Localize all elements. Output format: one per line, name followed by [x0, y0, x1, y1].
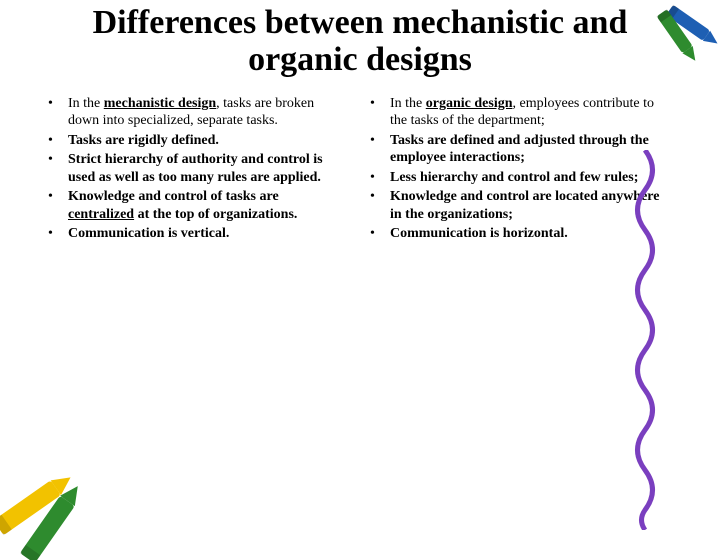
- list-item: Knowledge and control of tasks are centr…: [40, 188, 338, 223]
- crayon-icon: [640, 0, 720, 80]
- page-title: Differences between mechanistic and orga…: [0, 0, 720, 91]
- list-item: Tasks are defined and adjusted through t…: [362, 132, 660, 167]
- squiggle-icon: [630, 150, 660, 530]
- list-item: In the mechanistic design, tasks are bro…: [40, 95, 338, 130]
- list-item: Tasks are rigidly defined.: [40, 132, 338, 150]
- left-list: In the mechanistic design, tasks are bro…: [40, 95, 338, 243]
- list-item: Knowledge and control are located anywhe…: [362, 188, 660, 223]
- right-list: In the organic design, employees contrib…: [362, 95, 660, 243]
- list-item: Less hierarchy and control and few rules…: [362, 169, 660, 187]
- right-column: In the organic design, employees contrib…: [362, 95, 660, 245]
- list-item: Communication is vertical.: [40, 225, 338, 243]
- crayon-icon: [0, 440, 100, 560]
- list-item: Communication is horizontal.: [362, 225, 660, 243]
- left-column: In the mechanistic design, tasks are bro…: [40, 95, 338, 245]
- list-item: In the organic design, employees contrib…: [362, 95, 660, 130]
- content-columns: In the mechanistic design, tasks are bro…: [0, 91, 720, 245]
- list-item: Strict hierarchy of authority and contro…: [40, 151, 338, 186]
